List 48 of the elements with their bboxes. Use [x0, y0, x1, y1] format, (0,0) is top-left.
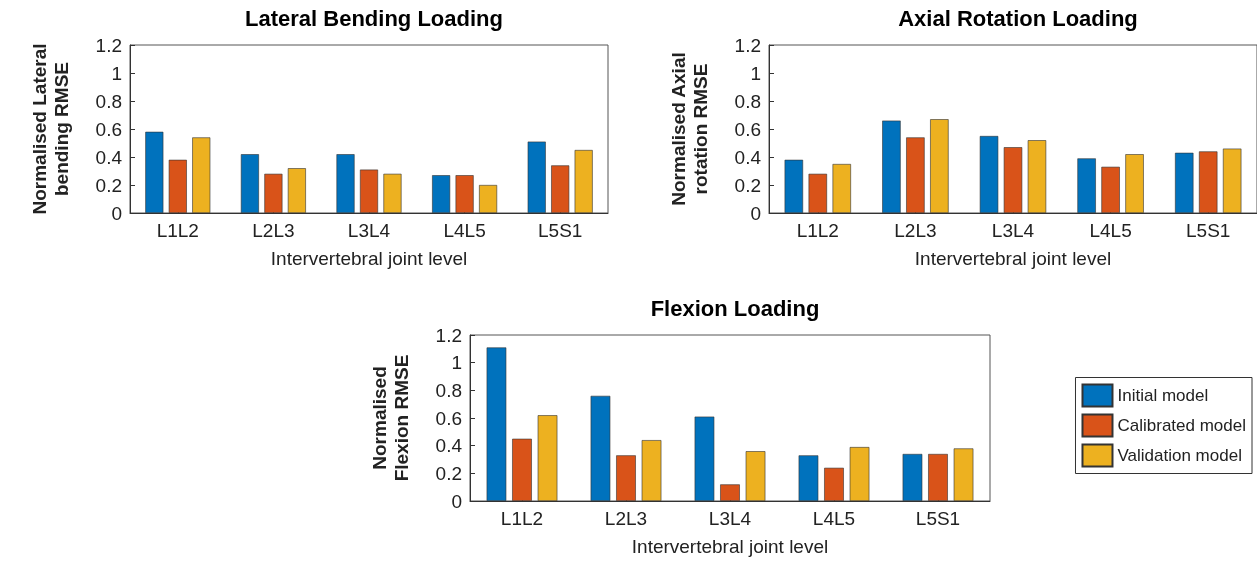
- y-tick-label: 0.8: [734, 90, 761, 112]
- y-tick-label: 0.4: [95, 146, 123, 168]
- legend-label: Validation model: [1117, 446, 1242, 465]
- legend-label: Initial model: [1117, 386, 1209, 405]
- y-tick-label: 0: [451, 490, 462, 512]
- chart-title: Flexion Loading: [650, 295, 820, 321]
- x-tick-label: L4L5: [812, 508, 856, 529]
- x-tick-label: L3L4: [347, 220, 391, 241]
- y-tick-label: 0.2: [435, 462, 462, 484]
- y-tick-label: 1.2: [95, 34, 122, 56]
- y-tick-label: 0.4: [435, 435, 463, 457]
- x-tick-label: L3L4: [991, 220, 1035, 241]
- x-tick-label: L1L2: [500, 508, 544, 529]
- x-tick-label: L3L4: [708, 508, 752, 529]
- x-tick-label: L4L5: [1089, 220, 1132, 241]
- y-axis-title: Normalised Lateral bending RMSE: [28, 43, 72, 215]
- y-tick-label: 0.6: [734, 118, 761, 140]
- y-tick-label: 0: [750, 202, 761, 224]
- y-tick-label: 1: [750, 62, 761, 84]
- y-tick-label: 0.6: [435, 407, 462, 429]
- y-tick-label: 0.4: [734, 146, 762, 168]
- x-axis-title: Intervertebral joint level: [631, 536, 829, 557]
- x-tick-label: L5S1: [1186, 220, 1231, 241]
- y-tick-label: 0: [111, 202, 122, 224]
- y-tick-label: 0.8: [435, 379, 462, 401]
- x-tick-label: L1L2: [156, 220, 199, 241]
- x-tick-label: L2L3: [252, 220, 295, 241]
- x-tick-label: L5S1: [538, 220, 583, 241]
- chart-title: Lateral Bending Loading: [245, 5, 503, 31]
- chart-title: Axial Rotation Loading: [898, 5, 1138, 31]
- legend-label: Calibrated model: [1117, 416, 1246, 435]
- x-tick-label: L1L2: [796, 220, 839, 241]
- y-tick-label: 1.2: [435, 324, 462, 346]
- y-tick-label: 0.6: [95, 118, 122, 140]
- y-tick-label: 0.8: [95, 90, 122, 112]
- x-tick-label: L5S1: [915, 508, 961, 529]
- y-tick-label: 0.2: [734, 174, 761, 196]
- y-tick-label: 0.2: [95, 174, 122, 196]
- y-tick-label: 1: [111, 62, 122, 84]
- y-tick-label: 1: [451, 352, 462, 374]
- x-axis-title: Intervertebral joint level: [270, 248, 468, 269]
- y-axis-title: Normalised Axial rotation RMSE: [667, 52, 711, 206]
- x-tick-label: L2L3: [604, 508, 648, 529]
- x-tick-label: L4L5: [443, 220, 486, 241]
- y-axis-title: Normalised Flexion RMSE: [368, 354, 412, 482]
- y-tick-label: 1.2: [734, 34, 761, 56]
- x-tick-label: L2L3: [894, 220, 937, 241]
- x-axis-title: Intervertebral joint level: [914, 248, 1112, 269]
